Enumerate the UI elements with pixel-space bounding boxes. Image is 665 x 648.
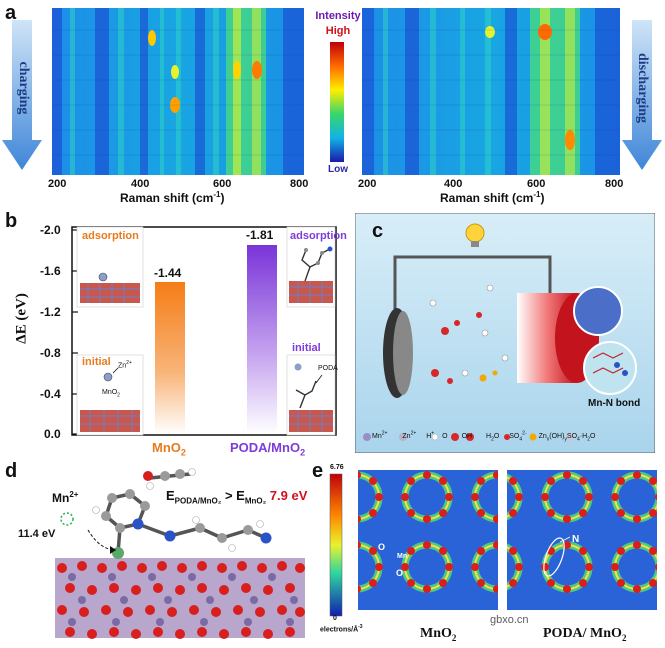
e-mn-n-highlight — [543, 537, 565, 577]
b-ytick-1.2: -1.2 — [40, 305, 61, 319]
zoom-circle-bottom — [583, 341, 637, 395]
panel-d-label: d — [5, 460, 18, 482]
d-energy-label: 11.4 eV — [18, 528, 56, 540]
a-right-tick-400: 400 — [444, 178, 463, 190]
panel-b-graphic — [71, 226, 337, 436]
e-map-mno2 — [358, 470, 498, 610]
panel-e-graphic — [329, 470, 657, 617]
panel-b-label: b — [5, 210, 18, 232]
d-mn-label: Mn2+ — [52, 490, 79, 505]
a-left-tick-400: 400 — [131, 178, 150, 190]
b-ytick-0.4: -0.4 — [40, 387, 61, 401]
discharging-arrow — [622, 20, 662, 170]
b-left-mno2: MnO2 — [102, 389, 120, 399]
panel-e-label: e — [312, 460, 324, 482]
b-ytick-1.6: -1.6 — [40, 264, 61, 278]
charging-arrow — [2, 20, 42, 170]
e-cb-min: 0 — [333, 615, 337, 622]
e-title-poda: PODA/ MnO2 — [543, 626, 627, 643]
b-ytick-0.8: -0.8 — [40, 346, 61, 360]
legend-so4: SO42- — [509, 431, 527, 443]
bar-poda-mno2 — [247, 245, 277, 434]
mn-ion-arrow — [87, 529, 117, 551]
bar-mno2-value: -1.44 — [154, 266, 182, 280]
mno2-slab — [55, 558, 305, 639]
a-right-xlabel: Raman shift (cm-1) — [440, 190, 545, 205]
e-label-o-2: O — [396, 568, 404, 578]
panel-a-graphic — [2, 8, 662, 175]
charging-label: charging — [16, 61, 31, 115]
legend-h2o: H2O — [486, 433, 500, 443]
legend-h: H+ — [426, 431, 435, 441]
legend-o: O — [442, 433, 448, 441]
intensity-colorbar — [330, 42, 344, 162]
e-cb-unit: electrons/Å-3 — [320, 624, 363, 634]
b-right-initial: initial — [292, 342, 321, 354]
e-label-mn: Mn — [397, 553, 408, 560]
raman-heatmap-discharging — [362, 8, 620, 175]
inset-mno2-adsorption — [76, 226, 144, 308]
legend-zn: Zn2+ — [402, 431, 417, 441]
b-left-adsorption: adsorption — [82, 230, 139, 242]
legend-mn: Mn2+ — [372, 431, 388, 441]
a-left-tick-600: 600 — [213, 178, 232, 190]
legend-oh: OH — [461, 433, 473, 441]
legend-zhs: Znx(OH)ySO4·H2O — [538, 433, 596, 443]
a-right-tick-200: 200 — [358, 178, 377, 190]
mn-ion-dashed — [60, 512, 74, 526]
e-label-o-1: O — [378, 542, 386, 552]
discharging-label: discharging — [635, 52, 650, 123]
mn-n-bond-label: Mn-N bond — [588, 398, 641, 409]
b-ytick-2.0: -2.0 — [40, 223, 61, 237]
raman-heatmap-charging — [52, 8, 304, 175]
d-equation: EPODA/MnO₂ > EMnO₂ 7.9 eV — [166, 488, 308, 506]
a-right-tick-800: 800 — [605, 178, 624, 190]
b-left-initial: initial — [82, 356, 111, 368]
a-left-tick-200: 200 — [48, 178, 67, 190]
inset-poda-adsorption — [286, 226, 336, 308]
e-map-poda — [507, 470, 657, 610]
b-ylabel: ΔE (eV) — [13, 293, 30, 344]
b-ytick-0.0: 0.0 — [44, 427, 61, 441]
bulb-icon — [465, 223, 485, 243]
panel-a-label: a — [5, 2, 17, 24]
c-legend: Mn2+ Zn2+ H+ O OH H2O SO42- Znx(OH)ySO4·… — [357, 431, 655, 443]
b-right-poda: PODA — [318, 365, 338, 372]
colorbar-high: High — [325, 25, 351, 37]
bar-poda-name: PODA/MnO2 — [230, 440, 306, 458]
e-title-mno2: MnO2 — [420, 626, 457, 643]
bar-poda-value: -1.81 — [246, 228, 274, 242]
a-right-tick-600: 600 — [527, 178, 546, 190]
inset-poda-initial — [286, 354, 336, 436]
poda-molecule — [92, 468, 272, 559]
panel-c-label: c — [372, 220, 384, 242]
bar-mno2-name: MnO2 — [152, 440, 186, 458]
e-colorbar — [329, 473, 343, 617]
b-right-adsorption: adsorption — [290, 230, 347, 242]
b-left-zn: Zn2+ — [118, 360, 132, 370]
bar-mno2 — [155, 282, 185, 434]
b-plot-frame — [71, 226, 337, 436]
inset-mno2-initial — [76, 354, 144, 436]
e-label-n: N — [572, 534, 580, 545]
zoom-circle-top — [573, 286, 623, 336]
colorbar-low: Low — [328, 164, 348, 175]
colorbar-title: Intensity — [315, 10, 361, 22]
e-cb-max: 6.76 — [330, 464, 344, 471]
panel-d-graphic — [55, 468, 305, 639]
watermark: gbxo.cn — [490, 614, 529, 626]
a-left-xlabel: Raman shift (cm-1) — [120, 190, 225, 205]
panel-c-graphic — [355, 213, 655, 453]
a-left-tick-800: 800 — [290, 178, 309, 190]
